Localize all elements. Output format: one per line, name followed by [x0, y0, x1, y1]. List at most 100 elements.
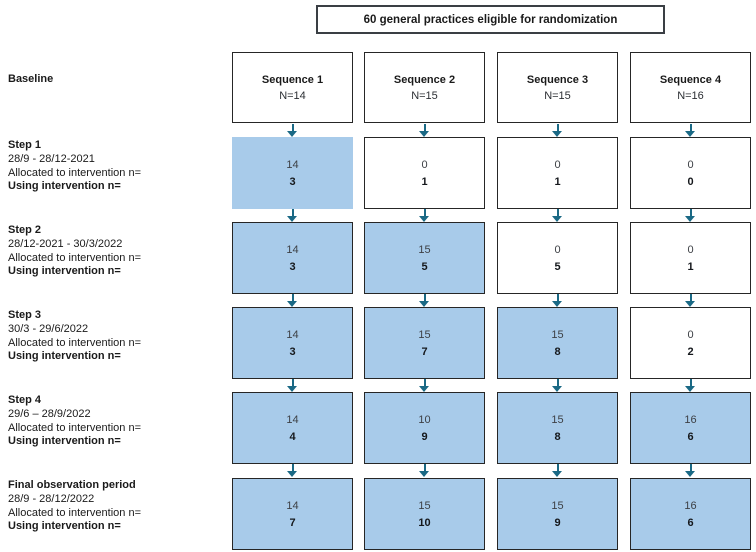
- using-count: 2: [687, 345, 694, 358]
- sequence-1-name: Sequence 1: [261, 73, 324, 86]
- using-count: 0: [687, 175, 694, 188]
- cell-step3-seq4: 0 2: [630, 307, 751, 379]
- using-count: 3: [289, 345, 296, 358]
- using-count: 8: [554, 345, 561, 358]
- step3-dates: 30/3 - 29/6/2022: [8, 322, 89, 335]
- using-count: 5: [421, 260, 428, 273]
- allocated-count: 0: [687, 158, 694, 171]
- step4-allocated-label: Allocated to intervention n=: [8, 421, 142, 434]
- down-arrow-icon: [685, 294, 696, 307]
- cell-step4-seq2: 10 9: [364, 392, 485, 464]
- using-count: 1: [421, 175, 428, 188]
- allocated-count: 0: [687, 328, 694, 341]
- down-arrow-icon: [552, 464, 563, 477]
- cell-final-seq2: 15 10: [364, 478, 485, 550]
- down-arrow-icon: [287, 379, 298, 392]
- allocated-count: 10: [418, 413, 431, 426]
- cell-step2-seq2: 15 5: [364, 222, 485, 294]
- step4-title: Step 4: [8, 394, 42, 406]
- step2-title: Step 2: [8, 224, 42, 236]
- cell-step1-seq2: 0 1: [364, 137, 485, 209]
- allocated-count: 16: [684, 499, 697, 512]
- step3-using-label: Using intervention n=: [8, 350, 121, 363]
- cell-final-seq4: 16 6: [630, 478, 751, 550]
- final-period-dates: 28/9 - 28/12/2022: [8, 492, 95, 505]
- step3-title: Step 3: [8, 309, 42, 321]
- step4-label-block: Step 4 29/6 – 28/9/2022 Allocated to int…: [8, 394, 230, 449]
- allocated-count: 14: [286, 499, 299, 512]
- down-arrow-icon: [685, 464, 696, 477]
- sequence-4-n: N=16: [677, 89, 704, 102]
- cell-step1-seq1: 14 3: [232, 137, 353, 209]
- step2-allocated-label: Allocated to intervention n=: [8, 251, 142, 264]
- cell-step2-seq1: 14 3: [232, 222, 353, 294]
- sequence-2-header: Sequence 2 N=15: [364, 52, 485, 123]
- step4-using-label: Using intervention n=: [8, 435, 121, 448]
- sequence-3-n: N=15: [544, 89, 571, 102]
- using-count: 9: [554, 516, 561, 529]
- down-arrow-icon: [287, 124, 298, 137]
- using-count: 6: [687, 430, 694, 443]
- cell-step3-seq3: 15 8: [497, 307, 618, 379]
- allocated-count: 15: [551, 499, 564, 512]
- cell-step4-seq3: 15 8: [497, 392, 618, 464]
- down-arrow-icon: [685, 124, 696, 137]
- down-arrow-icon: [419, 124, 430, 137]
- step1-label-block: Step 1 28/9 - 28/12-2021 Allocated to in…: [8, 139, 230, 194]
- down-arrow-icon: [552, 209, 563, 222]
- final-period-title: Final observation period: [8, 479, 136, 491]
- step2-dates: 28/12-2021 - 30/3/2022: [8, 237, 123, 250]
- allocated-count: 0: [554, 158, 561, 171]
- step4-dates: 29/6 – 28/9/2022: [8, 407, 91, 420]
- sequence-3-header: Sequence 3 N=15: [497, 52, 618, 123]
- allocated-count: 0: [421, 158, 428, 171]
- baseline-label: Baseline: [8, 73, 54, 85]
- using-count: 10: [418, 516, 431, 529]
- allocated-count: 15: [551, 413, 564, 426]
- step1-allocated-label: Allocated to intervention n=: [8, 166, 142, 179]
- eligibility-title: 60 general practices eligible for random…: [363, 13, 618, 26]
- allocated-count: 0: [687, 243, 694, 256]
- allocated-count: 15: [551, 328, 564, 341]
- final-period-allocated-label: Allocated to intervention n=: [8, 506, 142, 519]
- sequence-4-name: Sequence 4: [659, 73, 722, 86]
- down-arrow-icon: [552, 294, 563, 307]
- down-arrow-icon: [419, 379, 430, 392]
- down-arrow-icon: [419, 294, 430, 307]
- final-period-label-block: Final observation period 28/9 - 28/12/20…: [8, 479, 230, 534]
- step3-label-block: Step 3 30/3 - 29/6/2022 Allocated to int…: [8, 309, 230, 364]
- step1-using-label: Using intervention n=: [8, 180, 121, 193]
- using-count: 5: [554, 260, 561, 273]
- sequence-1-n: N=14: [279, 89, 306, 102]
- sequence-4-header: Sequence 4 N=16: [630, 52, 751, 123]
- using-count: 6: [687, 516, 694, 529]
- using-count: 9: [421, 430, 428, 443]
- down-arrow-icon: [419, 464, 430, 477]
- using-count: 3: [289, 175, 296, 188]
- allocated-count: 15: [418, 243, 431, 256]
- allocated-count: 15: [418, 328, 431, 341]
- using-count: 1: [554, 175, 561, 188]
- cell-step4-seq4: 16 6: [630, 392, 751, 464]
- cell-step4-seq1: 14 4: [232, 392, 353, 464]
- allocated-count: 14: [286, 158, 299, 171]
- down-arrow-icon: [552, 124, 563, 137]
- final-period-using-label: Using intervention n=: [8, 520, 121, 533]
- using-count: 8: [554, 430, 561, 443]
- cell-final-seq1: 14 7: [232, 478, 353, 550]
- using-count: 4: [289, 430, 296, 443]
- allocated-count: 14: [286, 413, 299, 426]
- sequence-2-name: Sequence 2: [393, 73, 456, 86]
- step2-label-block: Step 2 28/12-2021 - 30/3/2022 Allocated …: [8, 224, 230, 279]
- sequence-3-name: Sequence 3: [526, 73, 589, 86]
- using-count: 1: [687, 260, 694, 273]
- using-count: 3: [289, 260, 296, 273]
- cell-step2-seq4: 0 1: [630, 222, 751, 294]
- cell-step3-seq1: 14 3: [232, 307, 353, 379]
- allocated-count: 14: [286, 243, 299, 256]
- cell-step1-seq3: 0 1: [497, 137, 618, 209]
- down-arrow-icon: [685, 379, 696, 392]
- down-arrow-icon: [287, 294, 298, 307]
- allocated-count: 0: [554, 243, 561, 256]
